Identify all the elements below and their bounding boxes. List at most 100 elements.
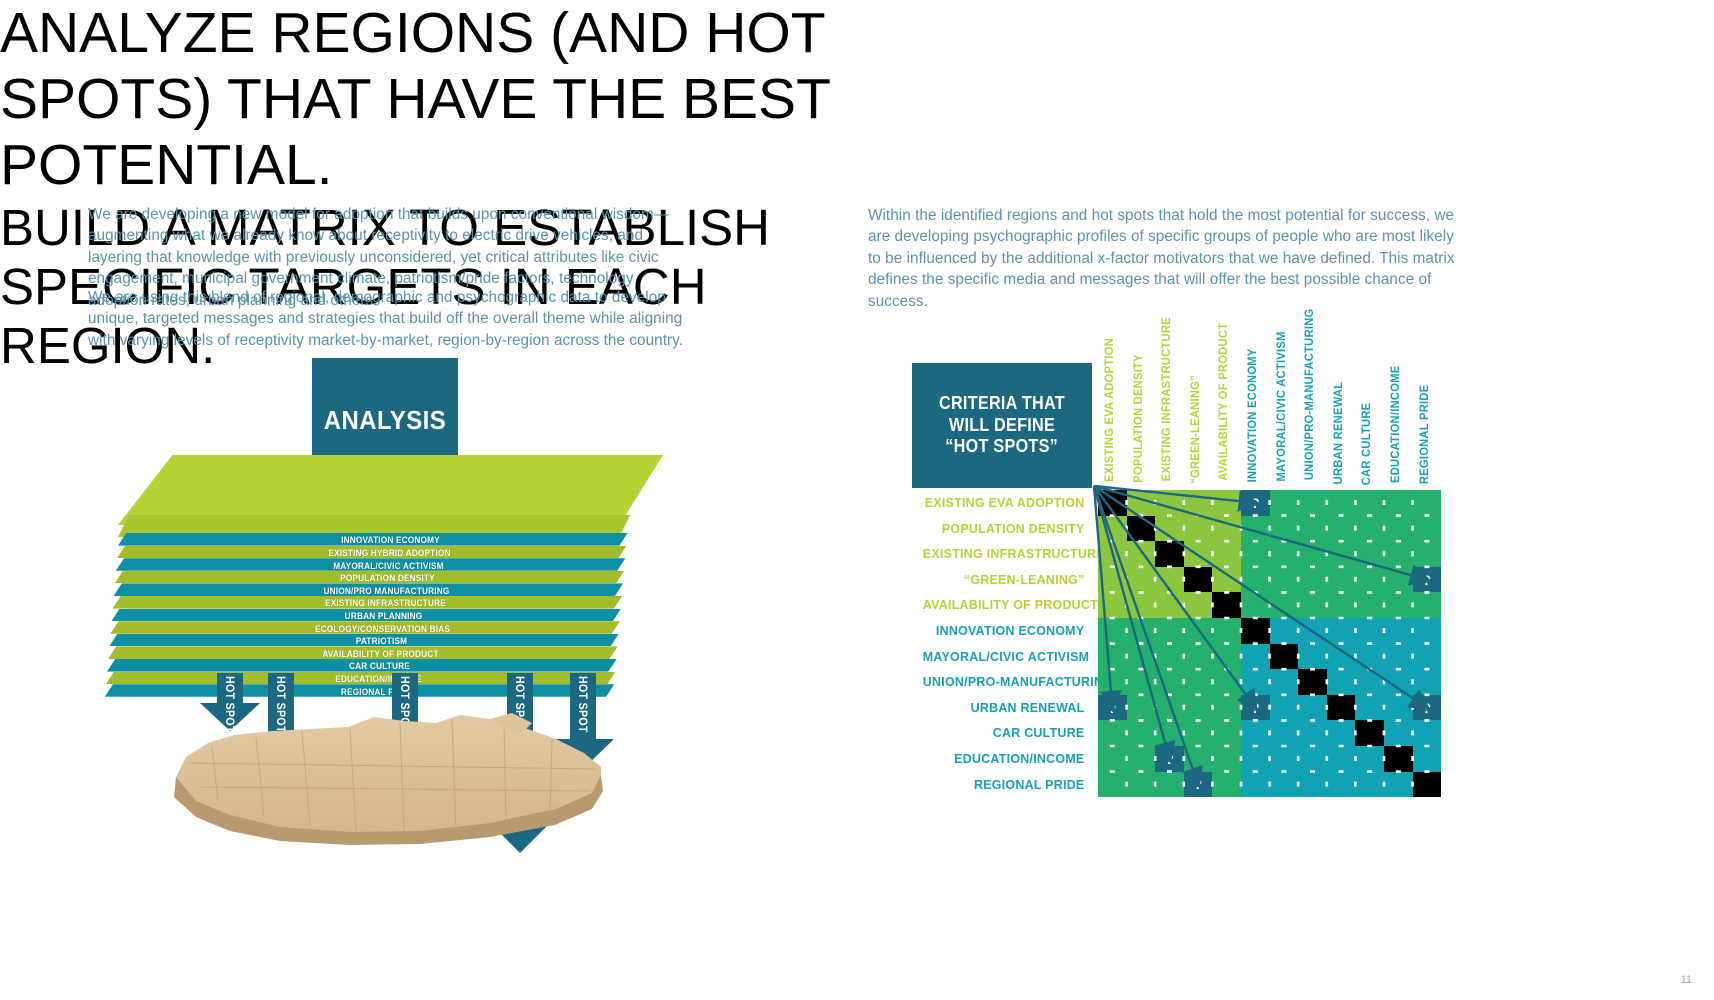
- matrix-cell: [1098, 592, 1127, 618]
- matrix-cell: [1355, 541, 1384, 567]
- hotspot-arrow-shaft: [268, 673, 294, 735]
- matrix-cell: [1412, 643, 1442, 670]
- matrix-cell: [1183, 515, 1213, 542]
- hotspot-arrow-shaft: [570, 673, 596, 739]
- stack-layer: [118, 533, 628, 546]
- matrix-cell: [1326, 720, 1356, 746]
- matrix-cell: [1212, 694, 1241, 721]
- matrix-column-headers: EXISTING EVA ADOPTION POPULATION DENSITY E…: [1098, 300, 1446, 490]
- stack-layer: [104, 684, 615, 697]
- matrix-cell: [1155, 669, 1184, 695]
- matrix-column-header: UNION/PRO-MANUFACTURING: [1302, 308, 1317, 481]
- matrix-cell: [1126, 617, 1156, 644]
- matrix-cell: [1412, 669, 1442, 695]
- matrix-cell: [1355, 771, 1384, 798]
- map-state-borders: [187, 718, 597, 832]
- matrix-cell: [1326, 566, 1356, 593]
- matrix-cell-question: ?: [1412, 566, 1442, 593]
- matrix-cell-diagonal: [1412, 771, 1442, 798]
- matrix-cell: [1269, 592, 1299, 618]
- matrix-cell: [1412, 541, 1442, 567]
- matrix-cell: [1326, 592, 1356, 618]
- matrix-cell-diagonal: [1126, 515, 1156, 542]
- matrix-cell: [1383, 771, 1413, 798]
- criteria-line-3: “HOT SPOTS”: [945, 436, 1059, 457]
- matrix-cell: [1383, 566, 1413, 593]
- matrix-cell: [1126, 566, 1156, 593]
- matrix-cell: [1412, 720, 1442, 746]
- matrix-cell: [1326, 771, 1356, 798]
- left-page-title: ANALYZE REGIONS (AND HOT SPOTS) THAT HAV…: [0, 1, 830, 197]
- matrix-cell: [1212, 745, 1241, 772]
- matrix-column-header: REGIONAL PRIDE: [1416, 384, 1431, 485]
- matrix-cell: [1212, 669, 1241, 695]
- analysis-label: ANALYSIS: [323, 405, 447, 435]
- matrix-cell: [1212, 771, 1241, 798]
- matrix-cell: [1298, 771, 1327, 798]
- matrix-cell: [1412, 515, 1442, 542]
- matrix-cell: [1412, 745, 1442, 772]
- matrix-cell: [1269, 617, 1299, 644]
- matrix-cell: [1326, 669, 1356, 695]
- matrix-cell: [1155, 771, 1184, 798]
- stack-layer: [111, 608, 621, 622]
- matrix-cell: [1355, 617, 1384, 644]
- matrix-cell-question: ?: [1155, 745, 1184, 772]
- stack-top-edge: [118, 515, 631, 537]
- matrix-cell: [1212, 617, 1241, 644]
- matrix-cell: [1383, 669, 1413, 695]
- matrix-row-label: CAR CULTURE: [992, 725, 1085, 741]
- matrix-cell: [1355, 490, 1384, 516]
- matrix-cell: [1155, 490, 1184, 516]
- matrix-cell: [1183, 745, 1213, 772]
- matrix-cell-question: ?: [1098, 694, 1127, 721]
- matrix-cell: [1212, 515, 1241, 542]
- matrix-cell: [1326, 617, 1356, 644]
- stack-layer: [113, 583, 624, 596]
- matrix-cell: [1298, 745, 1327, 772]
- matrix-cell: [1298, 694, 1327, 721]
- matrix-cell: [1383, 643, 1413, 670]
- matrix-cell: [1383, 541, 1413, 567]
- matrix-cell: [1269, 720, 1299, 746]
- matrix-row-label: EDUCATION/INCOME: [954, 750, 1085, 766]
- criteria-stack: INNOVATION ECONOMY EXISTING HYBRID ADOPTI…: [100, 455, 680, 697]
- matrix-cell: [1098, 643, 1127, 670]
- matrix-cell-diagonal: [1098, 490, 1127, 516]
- matrix-cell: [1155, 643, 1184, 670]
- matrix-cell: [1326, 515, 1356, 542]
- matrix-cell: [1098, 566, 1127, 593]
- stack-layer: [110, 621, 620, 634]
- matrix-cell: [1269, 490, 1299, 516]
- matrix-cell: [1269, 541, 1299, 567]
- matrix-row-label: “GREEN-LEANING”: [963, 571, 1085, 587]
- matrix-cell: [1269, 771, 1299, 798]
- us-map-illustration: [174, 713, 603, 845]
- matrix-cell: [1355, 643, 1384, 670]
- matrix-cell: [1183, 669, 1213, 695]
- matrix-cell-question: ?: [1240, 490, 1270, 516]
- matrix-cell: [1098, 541, 1127, 567]
- matrix-column-header: MAYORAL/CIVIC ACTIVISM: [1273, 331, 1288, 482]
- matrix-cell: [1326, 643, 1356, 670]
- matrix-cell-question: ?: [1412, 694, 1442, 721]
- stack-layer: [115, 558, 626, 571]
- right-page-title: BUILD A MATRIX TO ESTABLISH SPECIFIC TAR…: [0, 199, 770, 374]
- matrix-cell: [1183, 694, 1213, 721]
- criteria-line-2: WILL DEFINE: [948, 414, 1056, 435]
- matrix-cell: [1326, 490, 1356, 516]
- right-paragraph-1: Within the identified regions and hot sp…: [868, 207, 1455, 310]
- matrix-cell: [1355, 745, 1384, 772]
- matrix-cell: [1355, 694, 1384, 721]
- matrix-cell: [1298, 720, 1327, 746]
- stack-layer: [107, 659, 617, 672]
- stack-layer: [109, 633, 619, 647]
- matrix-cell: [1383, 720, 1413, 746]
- matrix-cell: [1126, 771, 1156, 798]
- matrix-cell-question: ?: [1183, 771, 1213, 798]
- matrix-column-header: EXISTING EVA ADOPTION: [1102, 337, 1116, 482]
- matrix-column-header: POPULATION DENSITY: [1130, 354, 1145, 483]
- matrix-cell: [1240, 643, 1270, 670]
- matrix-cell-diagonal: [1298, 669, 1327, 695]
